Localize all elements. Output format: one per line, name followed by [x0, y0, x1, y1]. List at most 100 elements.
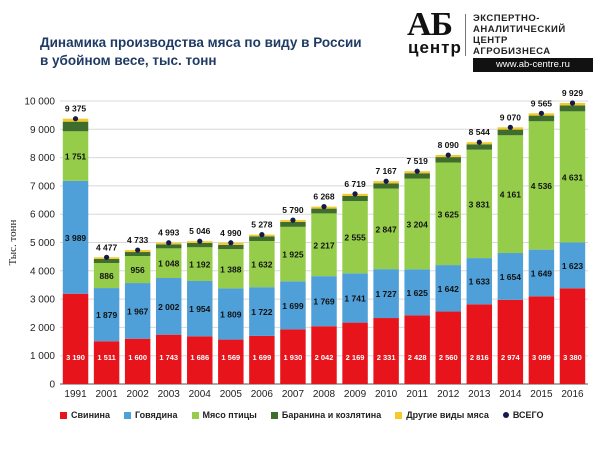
bar-Свинина-2012 — [435, 311, 461, 384]
legend-swatch — [270, 411, 278, 419]
total-point-2006 — [259, 232, 265, 238]
data-label-Свинина-2005: 1 569 — [221, 353, 240, 362]
bar-Баранина и козлятина-2014 — [497, 129, 524, 136]
bar-Мясо птицы-1991 — [62, 131, 89, 181]
data-label-Мясо птицы-2005: 1 388 — [220, 264, 242, 274]
bar-Мясо птицы-2015 — [528, 121, 555, 250]
bar-Баранина и козлятина-2001 — [93, 259, 120, 263]
bar-Свинина-2011 — [404, 315, 430, 384]
total-point-2014 — [507, 124, 513, 130]
data-label-Свинина-2012: 2 560 — [439, 353, 458, 362]
data-label-Мясо птицы-2002: 956 — [131, 265, 145, 275]
bar-Мясо птицы-2001 — [93, 262, 120, 289]
chart-title-line-1: Динамика производства мяса по виду в Рос… — [40, 35, 362, 50]
x-tick-label-1991: 1991 — [64, 389, 87, 400]
bar-Баранина и козлятина-2009 — [342, 195, 368, 202]
data-label-Мясо птицы-2006: 1 632 — [251, 260, 273, 270]
x-tick-label-2013: 2013 — [468, 389, 491, 400]
data-label-Говядина-2015: 1 649 — [531, 268, 553, 278]
data-label-Мясо птицы-2001: 886 — [99, 271, 113, 281]
legend-label: Баранина и козлятина — [281, 410, 382, 420]
bar-Говядина-2008 — [311, 276, 337, 327]
x-tick-label-2012: 2012 — [437, 389, 460, 400]
data-label-Мясо птицы-2013: 3 831 — [469, 199, 491, 209]
bar-Свинина-2014 — [497, 299, 524, 384]
data-label-Свинина-2009: 2 169 — [346, 353, 365, 362]
total-label-2014: 9 070 — [500, 112, 522, 122]
total-point-2009 — [352, 191, 358, 197]
legend-label: Мясо птицы — [202, 410, 257, 420]
data-label-Говядина-2003: 2 002 — [158, 302, 180, 312]
data-label-Говядина-2005: 1 809 — [220, 309, 242, 319]
legend-label: Другие виды мяса — [406, 410, 489, 420]
logo-text-line-3: ЦЕНТР — [473, 35, 508, 46]
bar-Говядина-2001 — [93, 288, 120, 342]
legend-swatch — [123, 411, 131, 419]
bar-Мясо птицы-2007 — [280, 226, 306, 282]
legend-label: Свинина — [71, 410, 110, 420]
data-label-Свинина-2010: 2 331 — [377, 353, 396, 362]
bar-Мясо птицы-2016 — [559, 111, 586, 243]
total-point-2002 — [135, 247, 141, 253]
data-label-Свинина-2016: 3 380 — [563, 353, 582, 362]
data-label-Говядина-2009: 1 741 — [344, 293, 366, 303]
data-label-Говядина-2010: 1 727 — [375, 289, 397, 299]
data-label-Мясо птицы-2016: 4 631 — [562, 172, 584, 182]
data-label-Мясо птицы-2011: 3 204 — [407, 219, 429, 229]
x-tick-label-2001: 2001 — [95, 389, 118, 400]
total-label-2006: 5 278 — [251, 220, 273, 230]
bar-Говядина-2015 — [528, 249, 555, 297]
legend-item-Другие виды мяса: Другие виды мяса — [395, 410, 489, 420]
data-label-Мясо птицы-2003: 1 048 — [158, 259, 180, 269]
bar-Свинина-2010 — [373, 318, 399, 384]
total-point-2005 — [228, 240, 234, 246]
x-tick-label-2010: 2010 — [375, 389, 398, 400]
data-label-Свинина-2015: 3 099 — [532, 353, 551, 362]
x-tick-label-2007: 2007 — [282, 389, 305, 400]
x-tick-label-2005: 2005 — [220, 389, 243, 400]
total-point-2003 — [166, 240, 172, 246]
bar-Говядина-2005 — [218, 288, 244, 340]
data-label-Говядина-2011: 1 625 — [407, 288, 429, 298]
total-label-2008: 6 268 — [313, 192, 335, 202]
y-tick-label-9000: 9 000 — [30, 125, 55, 136]
bar-Говядина-2002 — [124, 283, 151, 339]
total-point-2012 — [445, 152, 451, 158]
total-point-1991 — [72, 116, 79, 122]
legend-swatch — [395, 411, 403, 419]
x-tick-label-2008: 2008 — [313, 389, 336, 400]
total-label-2003: 4 993 — [158, 228, 180, 238]
bar-Свинина-2007 — [280, 329, 306, 384]
y-tick-label-7000: 7 000 — [30, 181, 55, 192]
bar-Баранина и козлятина-2002 — [124, 252, 151, 256]
total-point-2013 — [476, 139, 482, 145]
bar-Говядина-2004 — [187, 280, 213, 337]
total-label-1991: 9 375 — [65, 104, 87, 114]
data-label-Свинина-2014: 2 974 — [501, 353, 521, 362]
bar-Мясо птицы-2014 — [497, 135, 524, 254]
bar-Баранина и козлятина-2006 — [249, 236, 275, 242]
data-label-Свинина-2004: 1 686 — [190, 353, 209, 362]
bar-Говядина-2007 — [280, 281, 306, 330]
data-label-Говядина-2007: 1 699 — [282, 301, 304, 311]
x-tick-label-2004: 2004 — [189, 389, 212, 400]
bar-Говядина-2012 — [435, 265, 461, 312]
bar-Свинина-2015 — [528, 296, 555, 384]
x-tick-label-2003: 2003 — [158, 389, 181, 400]
total-label-2007: 5 790 — [282, 205, 304, 215]
data-label-Мясо птицы-2007: 1 925 — [282, 250, 304, 260]
total-point-2011 — [414, 168, 420, 174]
bar-Мясо птицы-2004 — [187, 247, 213, 281]
y-tick-label-4000: 4 000 — [30, 266, 55, 277]
bar-Баранина и козлятина-2010 — [373, 183, 399, 189]
data-label-Мясо птицы-2015: 4 536 — [531, 181, 553, 191]
bar-Свинина-2016 — [559, 288, 586, 384]
y-tick-label-1000: 1 000 — [30, 351, 55, 362]
bar-Баранина и козлятина-2013 — [466, 144, 493, 150]
data-label-Свинина-1991: 3 190 — [66, 353, 85, 362]
total-point-2008 — [321, 204, 327, 210]
y-tick-label-8000: 8 000 — [30, 153, 55, 164]
logo-text-line-4: АГРОБИЗНЕСА — [473, 46, 551, 57]
data-label-Мясо птицы-2004: 1 192 — [189, 260, 211, 270]
x-tick-label-2015: 2015 — [530, 389, 553, 400]
